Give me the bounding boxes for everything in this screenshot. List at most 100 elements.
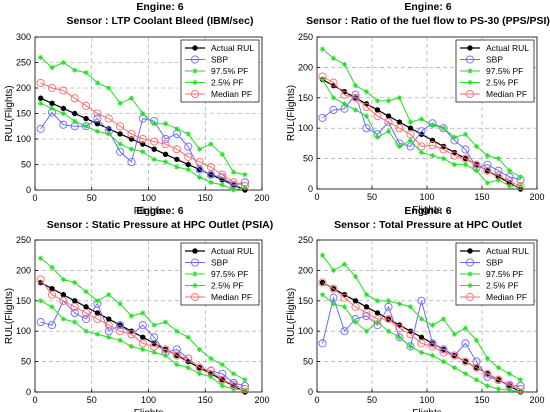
data-point bbox=[351, 302, 360, 311]
data-point bbox=[373, 111, 382, 121]
data-point bbox=[128, 136, 135, 142]
data-point bbox=[82, 314, 91, 324]
data-point bbox=[185, 334, 191, 340]
data-point bbox=[94, 310, 101, 316]
data-point bbox=[352, 107, 359, 113]
data-point bbox=[373, 314, 382, 324]
data-point bbox=[451, 331, 458, 337]
legend-entry: Actual RUL bbox=[211, 43, 254, 53]
data-point bbox=[329, 78, 338, 87]
data-point bbox=[505, 177, 514, 186]
legend-marker bbox=[467, 248, 473, 254]
data-point bbox=[47, 83, 57, 93]
data-point bbox=[319, 76, 326, 83]
data-point bbox=[196, 346, 203, 353]
y-tick-label: 250 bbox=[16, 58, 31, 68]
data-point bbox=[352, 83, 359, 89]
data-point bbox=[140, 346, 146, 353]
y-tick-label: 50 bbox=[21, 357, 31, 367]
legend-entry: 2.5% PF bbox=[211, 78, 244, 88]
data-point bbox=[172, 345, 181, 354]
y-tick-label: 50 bbox=[21, 160, 31, 170]
data-point bbox=[83, 123, 89, 129]
data-point bbox=[374, 298, 381, 304]
data-point bbox=[340, 327, 349, 336]
legend-entry: SBP bbox=[486, 258, 503, 268]
x-tick-label: 150 bbox=[474, 395, 489, 405]
data-point bbox=[440, 316, 447, 322]
data-point bbox=[428, 141, 437, 150]
y-tick-label: 200 bbox=[298, 62, 313, 72]
data-point bbox=[418, 334, 425, 340]
data-point bbox=[138, 321, 147, 330]
legend-marker bbox=[465, 55, 475, 64]
data-point bbox=[185, 167, 191, 173]
data-point bbox=[483, 166, 492, 175]
data-point bbox=[231, 371, 237, 377]
x-axis-label: Flights bbox=[412, 408, 441, 412]
legend-entry: Median PF bbox=[486, 89, 527, 99]
data-point bbox=[407, 343, 414, 349]
data-point bbox=[384, 118, 393, 127]
data-point bbox=[195, 363, 204, 372]
x-tick-label: 200 bbox=[529, 192, 544, 202]
data-point bbox=[340, 90, 349, 99]
x-tick-label: 0 bbox=[314, 395, 319, 405]
data-point bbox=[495, 386, 502, 392]
data-point bbox=[396, 301, 403, 307]
data-point bbox=[106, 85, 112, 91]
data-point bbox=[318, 339, 327, 348]
data-point bbox=[396, 334, 403, 340]
data-point bbox=[151, 146, 157, 152]
data-point bbox=[352, 319, 359, 325]
data-point bbox=[94, 80, 101, 86]
legend-entry: Actual RUL bbox=[486, 246, 529, 256]
data-point bbox=[83, 328, 89, 334]
chart-title: Engine: 6 bbox=[404, 1, 451, 13]
x-tick-label: 50 bbox=[367, 192, 377, 202]
data-point bbox=[219, 151, 225, 157]
data-point bbox=[218, 375, 227, 384]
data-point bbox=[83, 289, 89, 295]
data-point bbox=[494, 166, 503, 175]
data-point bbox=[208, 355, 214, 362]
data-point bbox=[462, 371, 469, 377]
x-axis-label: Flights bbox=[134, 206, 163, 217]
data-point bbox=[219, 383, 225, 389]
data-point bbox=[70, 94, 79, 103]
data-point bbox=[162, 159, 169, 165]
data-point bbox=[185, 131, 191, 137]
chart-title: Engine: 6 bbox=[136, 1, 183, 13]
data-point bbox=[440, 156, 447, 162]
series-median-pf bbox=[318, 72, 525, 191]
series-median-pf bbox=[36, 275, 250, 394]
data-point bbox=[417, 142, 426, 151]
data-point bbox=[242, 172, 248, 178]
data-point bbox=[106, 316, 112, 322]
data-point bbox=[418, 316, 425, 322]
data-point bbox=[340, 293, 349, 302]
data-point bbox=[352, 298, 359, 304]
data-point bbox=[104, 321, 113, 330]
data-point bbox=[60, 292, 67, 298]
data-point bbox=[406, 342, 415, 351]
data-point bbox=[161, 134, 170, 144]
data-point bbox=[172, 351, 181, 360]
data-point bbox=[517, 174, 524, 180]
data-point bbox=[341, 304, 348, 310]
series-line bbox=[322, 93, 521, 181]
data-point bbox=[418, 349, 425, 356]
data-point bbox=[94, 331, 101, 337]
data-point bbox=[473, 377, 480, 383]
data-point bbox=[417, 127, 426, 136]
data-point bbox=[60, 105, 67, 112]
data-point bbox=[70, 302, 79, 311]
data-point bbox=[450, 351, 459, 360]
data-point bbox=[472, 160, 481, 169]
data-point bbox=[484, 152, 491, 159]
data-point bbox=[94, 121, 101, 127]
legend-marker bbox=[192, 248, 198, 254]
series-line bbox=[40, 279, 246, 390]
data-point bbox=[138, 134, 147, 144]
chart-subtitle: Sensor : Total Pressure at HPC Outlet bbox=[334, 219, 522, 231]
